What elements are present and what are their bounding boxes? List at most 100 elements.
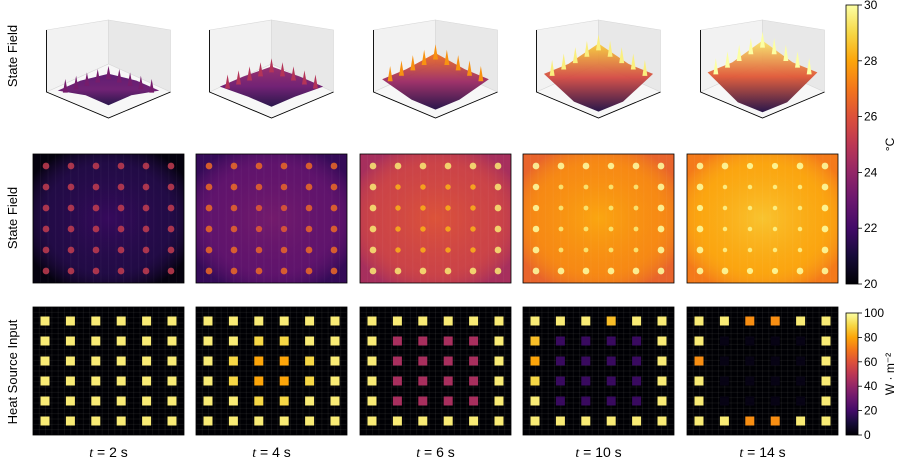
surface-spike (247, 66, 253, 81)
state-field-hotspot (369, 246, 377, 254)
heater-cell (606, 416, 616, 426)
heater-cell (279, 416, 289, 426)
surface-plot-3 (372, 19, 499, 119)
heater-cell (469, 316, 479, 326)
state-field-map-1 (32, 153, 185, 284)
state-field-hotspot (305, 246, 313, 254)
state-field-hotspot (255, 183, 263, 191)
heater-cell (279, 376, 289, 386)
temperature-surface (382, 53, 489, 110)
state-field-hotspot (445, 205, 451, 211)
colorbar-tick: 40 (864, 379, 878, 393)
surface-spike (84, 72, 90, 86)
heater-cell (367, 376, 377, 386)
heater-cell (330, 396, 340, 406)
heater-cell (745, 356, 755, 366)
surface-spike (455, 55, 461, 71)
heater-cell (142, 396, 152, 406)
state-field-hotspot (142, 267, 150, 275)
state-field-hotspot (532, 204, 540, 212)
surface-spike (421, 49, 427, 65)
state-field-hotspot (796, 162, 804, 170)
state-field-hotspot (494, 246, 502, 254)
state-field-hotspot (420, 184, 426, 190)
heater-cell (254, 396, 264, 406)
state-field-hotspot (470, 226, 476, 232)
heater-cell (530, 356, 540, 366)
state-field-map-5 (686, 153, 839, 284)
state-field-hotspot (494, 162, 502, 170)
surface-spike (736, 44, 742, 61)
state-field-hotspot (771, 162, 779, 170)
surface-spike (312, 74, 318, 89)
heater-cell (657, 396, 667, 406)
heater-cell (91, 336, 101, 346)
state-field-hotspot (445, 226, 451, 232)
colorbar-tick: 80 (864, 330, 878, 344)
heater-cell (632, 376, 642, 386)
temperature-surface (57, 73, 160, 106)
heater-cell (494, 316, 504, 326)
heater-cell (796, 316, 806, 326)
state-field-hotspot (230, 162, 238, 170)
state-field-hotspot (142, 225, 150, 233)
surface-spike (95, 69, 101, 83)
colorbars: 20 22 24 26 28 30 °C 0 20 40 60 80 100 W · m⁻² (845, 0, 897, 442)
heater-cell (555, 356, 565, 366)
colorbar-2: 0 20 40 60 80 100 W · m⁻² (845, 306, 897, 442)
heater-cell (116, 396, 126, 406)
heater-cell (657, 416, 667, 426)
heater-cell (657, 376, 667, 386)
state-field-hotspot (394, 267, 402, 275)
heater-cell (555, 316, 565, 326)
heater-cell (694, 376, 704, 386)
heater-cell (770, 416, 780, 426)
heater-cell (305, 396, 315, 406)
state-field-hotspot (532, 225, 540, 233)
heater-cell (279, 356, 289, 366)
heater-cell (116, 416, 126, 426)
state-field-map-2 (195, 153, 348, 284)
state-field-hotspot (470, 184, 476, 190)
heat-source-map-3 (359, 306, 512, 436)
heat-source-map-4 (522, 306, 675, 436)
row-state-field-maps (32, 153, 839, 284)
heater-cell (657, 336, 667, 346)
surface-spike (478, 65, 484, 82)
heater-cell (167, 396, 177, 406)
state-field-hotspot (280, 204, 288, 212)
heater-cell (796, 336, 806, 346)
heater-cell (694, 416, 704, 426)
heater-cell (694, 316, 704, 326)
state-field-hotspot (230, 246, 238, 254)
state-field-hotspot (280, 246, 288, 254)
heater-cell (91, 416, 101, 426)
state-field-hotspot (330, 183, 338, 191)
state-field-hotspot (633, 205, 639, 211)
heater-cell (745, 376, 755, 386)
heater-cell (796, 416, 806, 426)
state-field-hotspot (821, 204, 829, 212)
state-field-hotspot (633, 184, 639, 190)
heater-cell (40, 356, 50, 366)
heat-source-map-5 (686, 306, 839, 436)
time-label-5: t = 14 s (739, 444, 785, 461)
state-field-hotspot (230, 225, 238, 233)
state-field-hotspot (369, 267, 377, 275)
heater-cell (606, 336, 616, 346)
state-field-hotspot (330, 225, 338, 233)
heater-cell (392, 416, 402, 426)
state-field-hotspot (532, 246, 540, 254)
surface-spike (398, 60, 404, 76)
heater-cell (330, 356, 340, 366)
state-field-hotspot (92, 183, 100, 191)
state-field-hotspot (167, 225, 175, 233)
heater-cell (694, 336, 704, 346)
state-field-hotspot (142, 162, 150, 170)
heater-cell (254, 336, 264, 346)
state-field-hotspot (607, 267, 615, 275)
state-field-hotspot (771, 267, 779, 275)
state-field-hotspot (470, 247, 476, 253)
surface-spike (258, 62, 264, 77)
